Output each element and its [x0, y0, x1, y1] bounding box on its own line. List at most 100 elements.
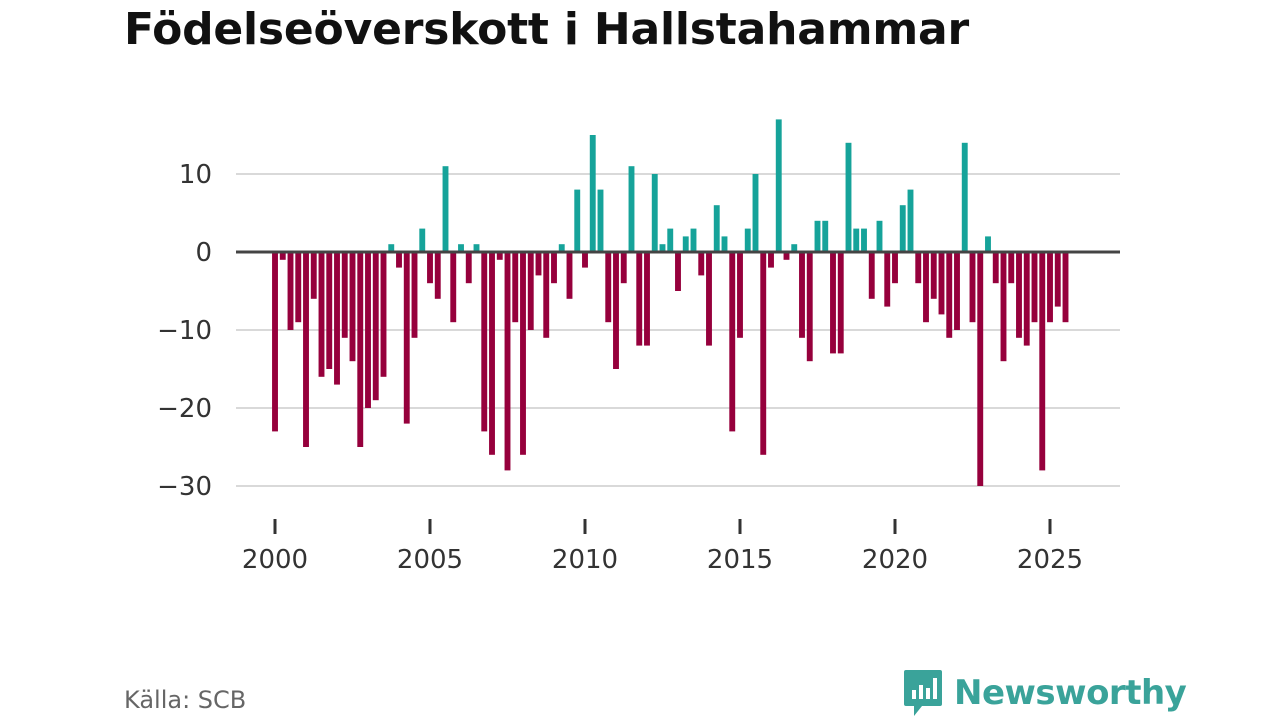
bar [388, 244, 395, 252]
bar [1016, 252, 1022, 338]
bar [558, 244, 565, 252]
x-tick-label: 2010 [552, 545, 618, 575]
bar [465, 252, 472, 284]
bar [706, 252, 712, 346]
bar [365, 252, 371, 408]
chart-title: Födelseöverskott i Hallstahammar [124, 4, 969, 55]
bar [434, 252, 441, 299]
bar [961, 142, 968, 252]
bar [822, 220, 829, 252]
bar [543, 252, 550, 338]
x-tick-label: 2025 [1017, 545, 1083, 575]
bar [644, 252, 650, 346]
y-tick-label: −30 [157, 472, 212, 502]
bar [574, 189, 581, 252]
bar [690, 228, 697, 252]
bar-chart: 10 0 −10 −20 −30 2000 2005 2010 2015 2020 2025 [157, 119, 1120, 575]
bar [876, 220, 883, 252]
bar [481, 252, 488, 432]
bar [907, 189, 914, 252]
bar [1031, 252, 1038, 323]
bar [1008, 252, 1015, 284]
bar [357, 252, 364, 447]
bar [737, 252, 743, 338]
bar [845, 142, 852, 252]
bar [450, 252, 457, 323]
bar [1039, 252, 1046, 471]
bar [458, 244, 464, 252]
y-axis: 10 0 −10 −20 −30 [157, 160, 212, 502]
bar [651, 174, 658, 252]
y-tick-label: 0 [195, 238, 212, 268]
bar [1000, 252, 1007, 362]
bar [520, 252, 526, 455]
source-label: Källa: SCB [124, 686, 247, 714]
bar [442, 166, 449, 252]
bar [372, 252, 379, 401]
bar [504, 252, 511, 471]
bar [613, 252, 619, 369]
bar [675, 252, 681, 291]
bar [930, 252, 937, 299]
bar [380, 252, 387, 377]
bar [287, 252, 294, 330]
bar [884, 252, 891, 307]
brand-name: Newsworthy [954, 673, 1187, 713]
bar [667, 228, 674, 252]
bar [861, 228, 867, 252]
bar [977, 252, 984, 486]
bar [775, 119, 782, 253]
bar [954, 252, 960, 330]
bar [729, 252, 736, 432]
bar [760, 252, 767, 455]
bar [473, 244, 480, 252]
bar [915, 252, 922, 284]
bar [1023, 252, 1030, 346]
bar [605, 252, 612, 323]
bar [419, 228, 426, 252]
bar [427, 252, 433, 284]
bar [341, 252, 348, 338]
bar [396, 252, 402, 268]
bar [659, 244, 666, 252]
y-tick-label: −20 [157, 394, 212, 424]
bar [853, 228, 860, 252]
bar [318, 252, 325, 377]
bar [597, 189, 604, 252]
bar [272, 252, 278, 432]
bar [985, 236, 991, 252]
bar [1054, 252, 1061, 307]
bar [303, 252, 309, 447]
bar [628, 166, 635, 252]
bar [512, 252, 519, 323]
bar [837, 252, 844, 354]
bar [682, 236, 689, 252]
x-tick-label: 2020 [862, 545, 928, 575]
bar [868, 252, 875, 299]
bar [411, 252, 418, 338]
x-tick-label: 2000 [242, 545, 308, 575]
bar [713, 205, 720, 252]
bar [698, 252, 705, 276]
y-tick-label: 10 [179, 160, 212, 190]
y-tick-label: −10 [157, 316, 212, 346]
bar [814, 220, 821, 252]
bar [806, 252, 813, 362]
bar [403, 252, 410, 424]
bar [768, 252, 774, 268]
bar [589, 135, 596, 252]
bar [992, 252, 999, 284]
bar [969, 252, 976, 323]
bar [489, 252, 495, 455]
bar [349, 252, 356, 362]
bar [566, 252, 573, 299]
brand[interactable]: Newsworthy [902, 668, 1187, 718]
bar [783, 252, 790, 260]
bar [527, 252, 534, 330]
bar [295, 252, 302, 323]
bar [923, 252, 929, 323]
x-axis: 2000 2005 2010 2015 2020 2025 [242, 519, 1083, 575]
bar [752, 174, 759, 252]
bar [334, 252, 340, 385]
bar [620, 252, 627, 284]
